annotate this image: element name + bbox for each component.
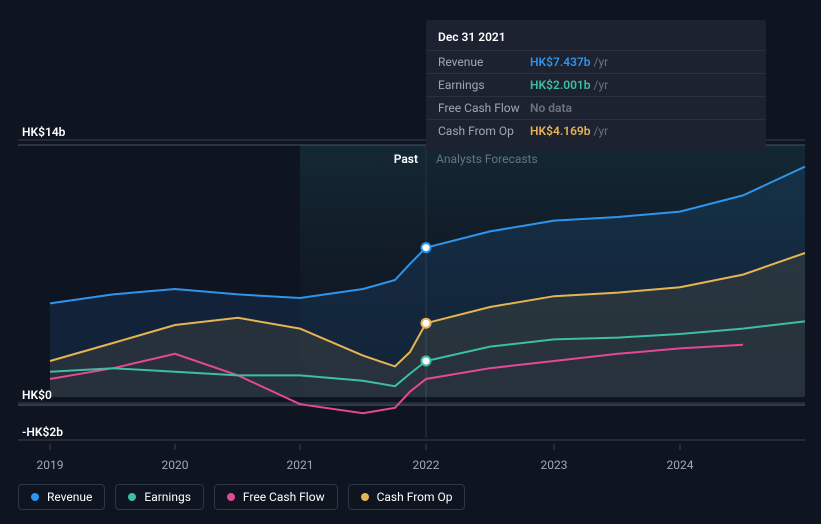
tooltip-value: HK$7.437b (530, 55, 591, 69)
legend-item-earnings[interactable]: Earnings (115, 484, 204, 510)
legend-label: Cash From Op (377, 490, 453, 504)
legend-item-cfo[interactable]: Cash From Op (348, 484, 466, 510)
forecast-label: Analysts Forecasts (436, 152, 538, 166)
legend-dot-icon (227, 493, 235, 501)
x-tick-2021: 2021 (287, 458, 314, 472)
tooltip-label: Cash From Op (438, 124, 530, 138)
financial-chart: HK$14b HK$0 -HK$2b Past Analysts Forecas… (0, 0, 821, 524)
legend-label: Free Cash Flow (243, 490, 325, 504)
tooltip-row-revenue: RevenueHK$7.437b /yr (426, 50, 766, 73)
legend-dot-icon (31, 493, 39, 501)
legend: Revenue Earnings Free Cash Flow Cash From O… (18, 484, 465, 510)
x-tick-2019: 2019 (37, 458, 64, 472)
tooltip-row-earnings: EarningsHK$2.001b /yr (426, 73, 766, 96)
legend-label: Revenue (47, 490, 92, 504)
tooltip-unit: /yr (594, 78, 609, 92)
legend-item-fcf[interactable]: Free Cash Flow (214, 484, 338, 510)
tooltip-value: HK$4.169b (530, 124, 591, 138)
tooltip-value: HK$2.001b (530, 78, 591, 92)
tooltip-date: Dec 31 2021 (426, 30, 766, 50)
x-tick-2022: 2022 (413, 458, 440, 472)
chart-tooltip: Dec 31 2021 RevenueHK$7.437b /yrEarnings… (426, 20, 766, 152)
legend-item-revenue[interactable]: Revenue (18, 484, 105, 510)
x-tick-2020: 2020 (162, 458, 189, 472)
past-label: Past (394, 152, 418, 166)
y-tick-label-neg2b: -HK$2b (22, 425, 63, 439)
tooltip-unit: /yr (594, 124, 609, 138)
tooltip-label: Revenue (438, 55, 530, 69)
x-tick-2023: 2023 (541, 458, 568, 472)
tooltip-row-fcf: Free Cash FlowNo data (426, 96, 766, 119)
tooltip-value: No data (530, 101, 572, 115)
legend-label: Earnings (144, 490, 191, 504)
y-tick-label-0: HK$0 (22, 388, 52, 402)
x-tick-2024: 2024 (667, 458, 694, 472)
tooltip-label: Free Cash Flow (438, 101, 530, 115)
legend-dot-icon (128, 493, 136, 501)
y-tick-label-14b: HK$14b (22, 125, 65, 139)
tooltip-row-cfo: Cash From OpHK$4.169b /yr (426, 119, 766, 142)
tooltip-label: Earnings (438, 78, 530, 92)
legend-dot-icon (361, 493, 369, 501)
tooltip-unit: /yr (594, 55, 609, 69)
